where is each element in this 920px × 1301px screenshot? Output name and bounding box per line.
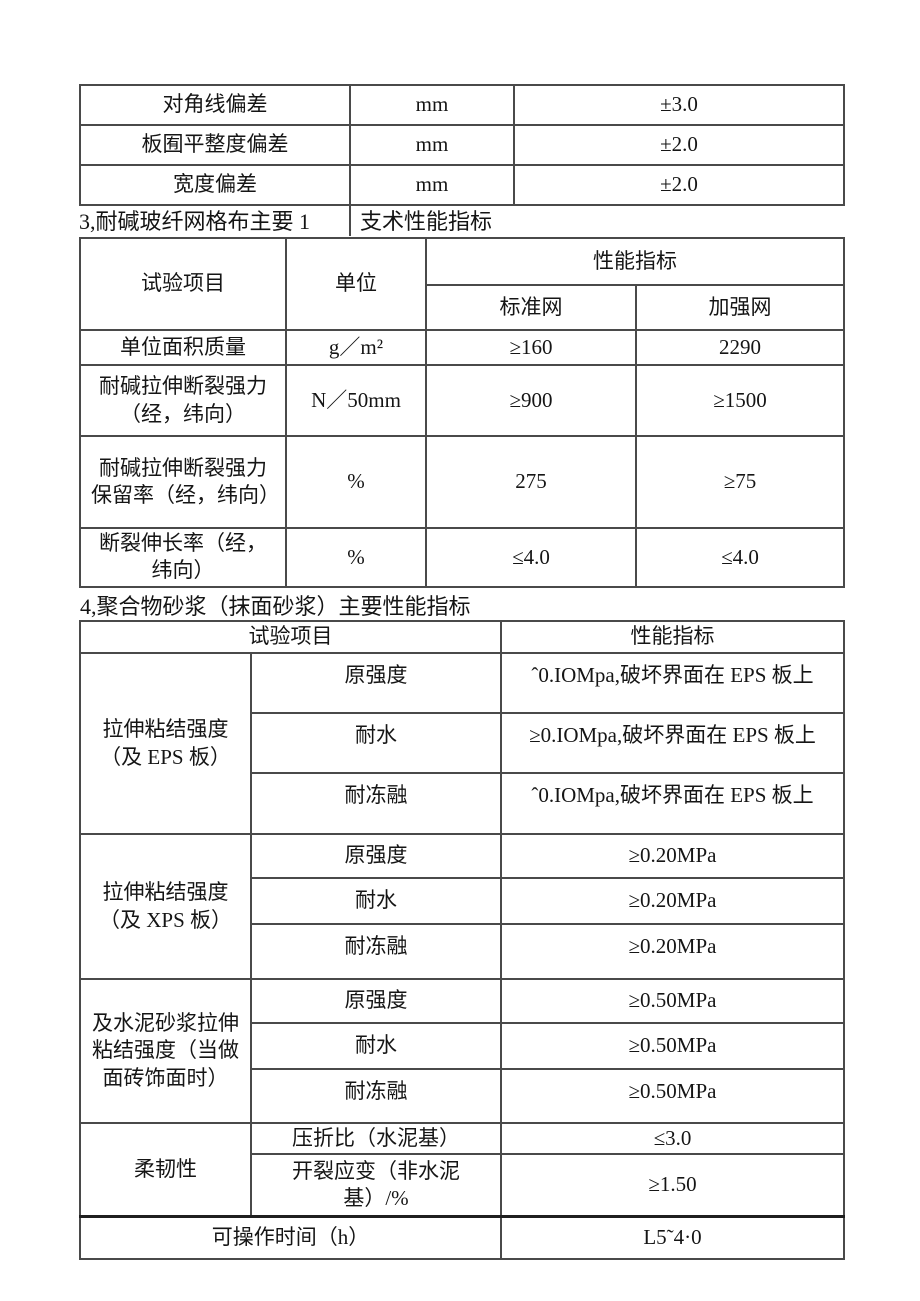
- cell-value: ≤4.0: [635, 527, 845, 588]
- cell-subitem: 耐水: [250, 877, 502, 925]
- cell-item: 耐碱拉伸断裂强力保留率（经，纬向）: [79, 435, 287, 529]
- table-row: 耐冻融 ˆ0.IOMpa,破坏界面在 EPS 板上: [80, 772, 845, 835]
- mortar-performance-table: 试验项目 性能指标 拉伸粘结强度（及 EPS 板） 原强度 ˆ0.IOMpa,破…: [79, 620, 845, 1261]
- table-row: 及水泥砂浆拉伸粘结强度（当做面砖饰面时） 原强度 ≥0.50MPa: [79, 978, 845, 1124]
- table-row: 耐碱拉伸断裂强力（经，纬向） N／50mm ≥900 ≥1500: [79, 364, 845, 437]
- table-row: 开裂应变（非水泥基）/% ≥1.50: [80, 1153, 845, 1218]
- group-label: 柔韧性: [79, 1121, 252, 1218]
- cell-value: ≤4.0: [425, 527, 637, 588]
- cell-unit: g／m²: [285, 329, 427, 366]
- table-row: 耐冻融 ≥0.50MPa: [80, 1068, 845, 1124]
- table-row: 耐碱拉伸断裂强力保留率（经，纬向） % 275 ≥75: [79, 435, 845, 529]
- cell-unit: N／50mm: [285, 364, 427, 437]
- cell-item: 对角线偏差: [79, 84, 351, 126]
- cell-subitem: 耐冻融: [250, 772, 502, 835]
- header-row: 试验项目 性能指标: [79, 620, 845, 654]
- header-item: 试验项目: [79, 620, 502, 654]
- cell-subitem: 耐水: [250, 712, 502, 774]
- deviation-table: 对角线偏差 mm ±3.0 板囿平整度偏差 mm ±2.0 宽度偏差 mm ±2…: [79, 84, 845, 206]
- group-label: 拉伸粘结强度（及 EPS 板）: [79, 652, 252, 835]
- cell-unit: mm: [349, 84, 515, 126]
- table-row: 单位面积质量 g／m² ≥160 2290: [79, 329, 845, 366]
- table-row: 耐水 ≥0.IOMpa,破坏界面在 EPS 板上: [80, 712, 845, 774]
- cell-value: ±3.0: [513, 84, 845, 126]
- cell-value: ≥160: [425, 329, 637, 366]
- cell-item: 可操作时间（h）: [79, 1214, 502, 1261]
- section-heading-4: 4,聚合物砂浆（抹面砂浆）主要性能指标: [80, 594, 471, 619]
- cell-value: 2290: [635, 329, 845, 366]
- table-row: 对角线偏差 mm ±3.0: [79, 84, 845, 126]
- cell-unit: mm: [349, 124, 515, 166]
- cell-value: ≥75: [635, 435, 845, 529]
- table-row: 耐水 ≥0.50MPa: [80, 1022, 845, 1070]
- cell-value: 275: [425, 435, 637, 529]
- table-row: 断裂伸长率（经，纬向） % ≤4.0 ≤4.0: [79, 527, 845, 588]
- header-standard-mesh: 标准网: [425, 284, 637, 331]
- header-reinforced-mesh: 加强网: [635, 284, 845, 331]
- cell-subitem: 原强度: [250, 652, 502, 714]
- cell-value: ≥0.20MPa: [500, 877, 845, 925]
- header-item: 试验项目: [79, 237, 287, 331]
- subheader-row: 标准网 加强网: [80, 284, 845, 331]
- header-unit: 单位: [285, 237, 427, 331]
- table-row: 耐冻融 ≥0.20MPa: [80, 923, 845, 980]
- cell-value: ˆ0.IOMpa,破坏界面在 EPS 板上: [500, 772, 845, 835]
- header-perf: 性能指标: [500, 620, 845, 654]
- cell-value: ≥0.50MPa: [500, 1022, 845, 1070]
- cell-value: ≥0.50MPa: [500, 978, 845, 1024]
- cell-subitem: 耐水: [250, 1022, 502, 1070]
- cell-item: 宽度偏差: [79, 164, 351, 206]
- mesh-performance-table: 试验项目 单位 性能指标 标准网 加强网 单位面积质量 g／m² ≥160 22…: [79, 237, 845, 588]
- group-label: 及水泥砂浆拉伸粘结强度（当做面砖饰面时）: [79, 978, 252, 1124]
- cell-value: L5˜4·0: [500, 1214, 845, 1261]
- cell-subitem: 原强度: [250, 978, 502, 1024]
- section-heading-3-left: 3,耐碱玻纤网格布主要 1: [79, 208, 311, 234]
- cell-value: ±2.0: [513, 124, 845, 166]
- table-row: 宽度偏差 mm ±2.0: [79, 164, 845, 206]
- table-row: 拉伸粘结强度（及 XPS 板） 原强度 ≥0.20MPa: [79, 833, 845, 980]
- cell-value: ≥900: [425, 364, 637, 437]
- table-row: 耐水 ≥0.20MPa: [80, 877, 845, 925]
- cell-value: ≥1.50: [500, 1153, 845, 1218]
- cell-item: 断裂伸长率（经，纬向）: [79, 527, 287, 588]
- header-perf: 性能指标: [425, 237, 845, 286]
- cell-item: 单位面积质量: [79, 329, 287, 366]
- cell-subitem: 压折比（水泥基）: [250, 1121, 502, 1156]
- cell-subitem: 开裂应变（非水泥基）/%: [250, 1153, 502, 1218]
- cell-subitem: 原强度: [250, 833, 502, 879]
- table-row: 拉伸粘结强度（及 EPS 板） 原强度 ˆ0.IOMpa,破坏界面在 EPS 板…: [79, 652, 845, 835]
- stray-rule: [349, 203, 351, 236]
- cell-value: ≥0.IOMpa,破坏界面在 EPS 板上: [500, 712, 845, 774]
- cell-value: ±2.0: [513, 164, 845, 206]
- section-heading-3: 3,耐碱玻纤网格布主要 1 支术性能指标: [79, 203, 492, 236]
- cell-subitem: 耐冻融: [250, 923, 502, 980]
- cell-item: 耐碱拉伸断裂强力（经，纬向）: [79, 364, 287, 437]
- table-row: 板囿平整度偏差 mm ±2.0: [79, 124, 845, 166]
- cell-subitem: 耐冻融: [250, 1068, 502, 1124]
- header-row: 试验项目 单位 性能指标: [79, 237, 845, 331]
- cell-item: 板囿平整度偏差: [79, 124, 351, 166]
- cell-unit: %: [285, 435, 427, 529]
- footer-row: 可操作时间（h） L5˜4·0: [79, 1214, 845, 1261]
- cell-value: ≥0.50MPa: [500, 1068, 845, 1124]
- section-heading-3-right: 支术性能指标: [360, 208, 493, 234]
- cell-value: ≥0.20MPa: [500, 833, 845, 879]
- cell-value: ˆ0.IOMpa,破坏界面在 EPS 板上: [500, 652, 845, 714]
- cell-unit: %: [285, 527, 427, 588]
- cell-value: ≥1500: [635, 364, 845, 437]
- cell-value: ≥0.20MPa: [500, 923, 845, 980]
- cell-value: ≤3.0: [500, 1121, 845, 1156]
- group-label: 拉伸粘结强度（及 XPS 板）: [79, 833, 252, 980]
- table-row: 柔韧性 压折比（水泥基） ≤3.0: [79, 1121, 845, 1218]
- cell-unit: mm: [349, 164, 515, 206]
